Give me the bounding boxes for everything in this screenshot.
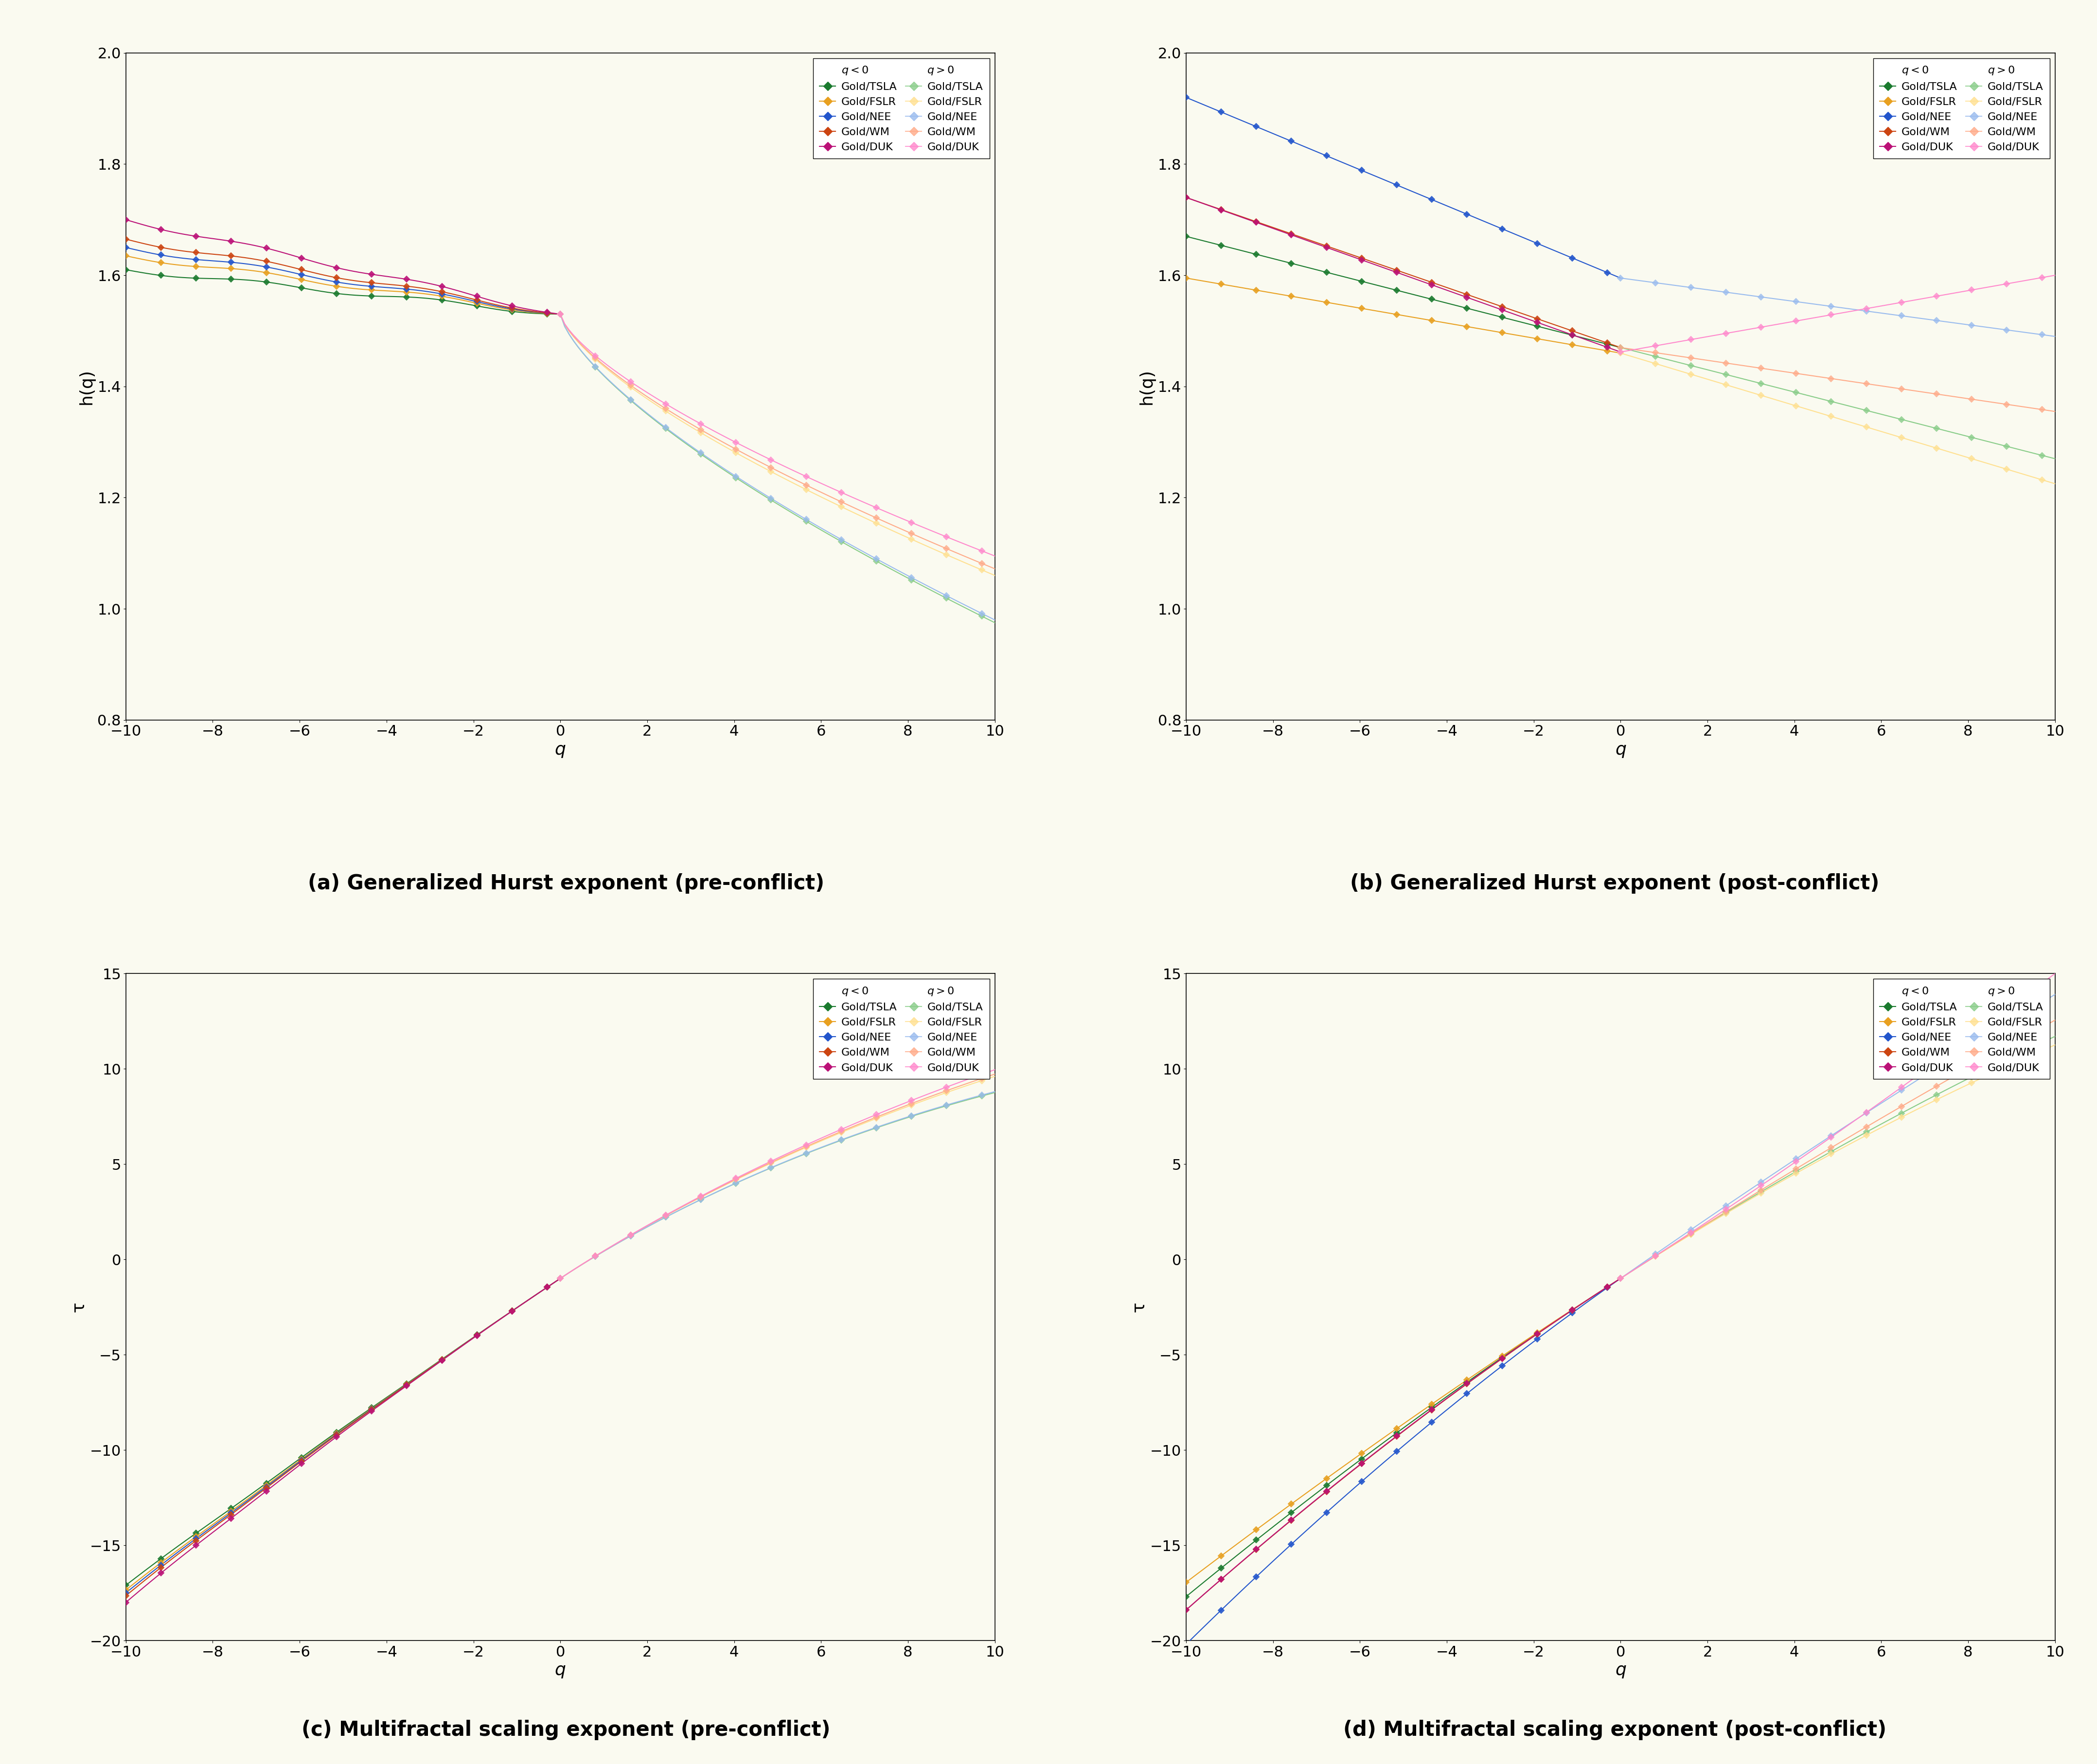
Legend: $q < 0$, Gold/TSLA, Gold/FSLR, Gold/NEE, Gold/WM, Gold/DUK, $q > 0$, Gold/TSLA, : $q < 0$, Gold/TSLA, Gold/FSLR, Gold/NEE,… <box>814 58 990 159</box>
Y-axis label: h(q): h(q) <box>78 369 94 404</box>
Text: (a) Generalized Hurst exponent (pre-conflict): (a) Generalized Hurst exponent (pre-conf… <box>308 873 824 894</box>
Legend: $q < 0$, Gold/TSLA, Gold/FSLR, Gold/NEE, Gold/WM, Gold/DUK, $q > 0$, Gold/TSLA, : $q < 0$, Gold/TSLA, Gold/FSLR, Gold/NEE,… <box>1873 979 2049 1080</box>
Text: (d) Multifractal scaling exponent (post-conflict): (d) Multifractal scaling exponent (post-… <box>1342 1720 1887 1741</box>
X-axis label: q: q <box>1615 741 1625 759</box>
Legend: $q < 0$, Gold/TSLA, Gold/FSLR, Gold/NEE, Gold/WM, Gold/DUK, $q > 0$, Gold/TSLA, : $q < 0$, Gold/TSLA, Gold/FSLR, Gold/NEE,… <box>814 979 990 1080</box>
Y-axis label: h(q): h(q) <box>1139 369 1155 404</box>
Text: (c) Multifractal scaling exponent (pre-conflict): (c) Multifractal scaling exponent (pre-c… <box>302 1720 830 1741</box>
X-axis label: q: q <box>556 1662 566 1679</box>
X-axis label: q: q <box>556 741 566 759</box>
Y-axis label: τ: τ <box>71 1302 88 1312</box>
X-axis label: q: q <box>1615 1662 1625 1679</box>
Legend: $q < 0$, Gold/TSLA, Gold/FSLR, Gold/NEE, Gold/WM, Gold/DUK, $q > 0$, Gold/TSLA, : $q < 0$, Gold/TSLA, Gold/FSLR, Gold/NEE,… <box>1873 58 2049 159</box>
Y-axis label: τ: τ <box>1130 1302 1147 1312</box>
Text: (b) Generalized Hurst exponent (post-conflict): (b) Generalized Hurst exponent (post-con… <box>1350 873 1879 894</box>
